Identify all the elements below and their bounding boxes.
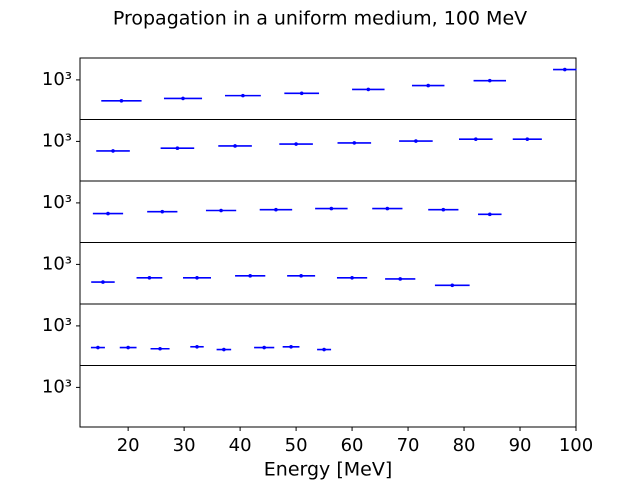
x-tick-label: 40 xyxy=(229,435,252,456)
panel-frame xyxy=(79,57,577,120)
data-point xyxy=(329,206,334,211)
y-tick-label: 10³ xyxy=(42,130,72,151)
data-point xyxy=(299,274,303,278)
data-point xyxy=(289,344,293,349)
data-point xyxy=(111,149,115,153)
data-point xyxy=(158,346,162,351)
data-point xyxy=(181,96,185,101)
data-point xyxy=(487,78,492,83)
data-point xyxy=(175,146,180,151)
data-point xyxy=(262,345,266,350)
data-point xyxy=(299,91,304,96)
y-tick-label: 10³ xyxy=(42,253,72,274)
panel-frame xyxy=(79,303,577,366)
data-point xyxy=(160,209,165,214)
x-tick-label: 60 xyxy=(341,435,364,456)
data-point xyxy=(106,211,110,216)
data-point xyxy=(274,207,278,212)
data-point xyxy=(352,141,357,145)
data-point xyxy=(222,347,226,352)
data-point xyxy=(294,142,298,146)
panel-frame xyxy=(79,242,577,305)
data-point xyxy=(385,206,390,211)
data-point xyxy=(101,280,105,284)
data-point xyxy=(441,207,446,212)
panel-frame xyxy=(79,365,577,428)
y-tick-label: 10³ xyxy=(42,315,72,336)
panel-frame xyxy=(79,119,577,182)
data-point xyxy=(426,83,431,88)
data-point xyxy=(219,208,223,213)
x-tick-label: 30 xyxy=(173,435,196,456)
data-point xyxy=(248,274,252,278)
chart-title: Propagation in a uniform medium, 100 MeV xyxy=(113,8,527,30)
y-tick-label: 10³ xyxy=(42,69,72,90)
data-point xyxy=(119,98,124,103)
data-point xyxy=(233,144,237,148)
y-tick-label: 10³ xyxy=(42,376,72,397)
data-point xyxy=(398,277,403,281)
data-point xyxy=(473,137,478,141)
data-point xyxy=(322,347,326,352)
x-tick-label: 70 xyxy=(397,435,420,456)
data-point xyxy=(525,137,530,141)
data-point xyxy=(96,345,100,350)
data-point xyxy=(195,275,199,280)
data-point xyxy=(147,275,152,280)
data-point xyxy=(350,275,354,280)
data-point xyxy=(241,93,245,98)
data-point xyxy=(126,345,130,350)
y-tick-label: 10³ xyxy=(42,192,72,213)
data-point xyxy=(414,139,418,143)
x-tick-label: 100 xyxy=(559,435,593,456)
x-tick-label: 20 xyxy=(117,435,140,456)
data-point xyxy=(195,344,199,349)
data-point xyxy=(450,283,455,288)
x-tick-label: 50 xyxy=(285,435,308,456)
x-tick-label: 90 xyxy=(509,435,532,456)
x-tick-label: 80 xyxy=(453,435,476,456)
data-point xyxy=(563,67,567,72)
data-point xyxy=(487,212,492,217)
x-axis-label: Energy [MeV] xyxy=(264,459,392,480)
data-point xyxy=(366,87,371,92)
